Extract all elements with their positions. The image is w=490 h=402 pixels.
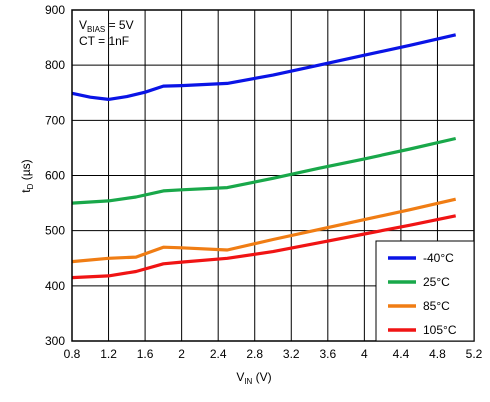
legend-label: -40°C	[423, 251, 454, 265]
x-tick-label: 2.8	[246, 347, 263, 361]
series-line-2	[71, 197, 457, 264]
x-tick-label: 4.4	[393, 347, 410, 361]
x-tick-label: 2.4	[210, 347, 227, 361]
x-tick-label: 4.8	[429, 347, 446, 361]
legend-label: 85°C	[423, 299, 450, 313]
x-tick-label: 0.8	[64, 347, 81, 361]
x-tick-label: 5.2	[466, 347, 483, 361]
annotation: VBIAS = 5V CT = 1nF	[79, 18, 134, 48]
x-tick-label: 2	[178, 347, 185, 361]
y-tick-label: 300	[45, 334, 65, 348]
x-axis-label: VIN (V)	[236, 370, 271, 386]
annotation-line1: VBIAS = 5V	[79, 18, 134, 34]
series-line-3	[71, 214, 457, 280]
series-line-0	[71, 33, 457, 102]
series-line-1	[71, 136, 457, 205]
x-tick-label: 4	[361, 347, 368, 361]
y-tick-label: 500	[45, 224, 65, 238]
x-tick-label: 3.2	[283, 347, 300, 361]
y-tick-label: 600	[45, 169, 65, 183]
series-layer	[71, 33, 457, 280]
legend: -40°C 25°C 85°C 105°C	[375, 240, 475, 342]
legend-label: 105°C	[423, 323, 457, 337]
x-tick-labels: 0.8 1.2 1.6 2 2.4 2.8 3.2 3.6 4 4.4 4.8 5.2	[64, 347, 483, 361]
y-tick-label: 400	[45, 279, 65, 293]
legend-label: 25°C	[423, 275, 450, 289]
y-tick-labels: 300 400 500 600 700 800 900	[45, 3, 65, 348]
x-tick-label: 1.6	[137, 347, 154, 361]
x-tick-label: 3.6	[319, 347, 336, 361]
plot-frame	[71, 9, 475, 342]
y-tick-label: 900	[45, 3, 65, 17]
y-axis-label: tD (µs)	[19, 159, 35, 192]
annotation-line2: CT = 1nF	[79, 34, 129, 48]
y-tick-label: 700	[45, 113, 65, 127]
axes	[71, 9, 475, 342]
y-tick-label: 800	[45, 58, 65, 72]
x-tick-label: 1.2	[100, 347, 117, 361]
